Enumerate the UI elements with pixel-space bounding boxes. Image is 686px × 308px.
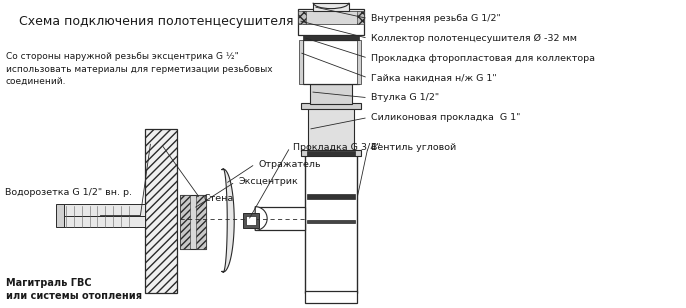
Bar xyxy=(298,10,306,24)
Bar xyxy=(303,35,359,40)
Text: Внутренняя резьба G 1/2": Внутренняя резьба G 1/2" xyxy=(371,14,501,23)
Text: Стена: Стена xyxy=(203,194,233,203)
Bar xyxy=(305,154,357,293)
Bar xyxy=(180,195,206,249)
Bar xyxy=(60,204,145,216)
Bar xyxy=(303,40,359,84)
Bar xyxy=(180,195,190,249)
Text: Эксцентрик: Эксцентрик xyxy=(238,177,298,186)
Text: Водорозетка G 1/2" вн. р.: Водорозетка G 1/2" вн. р. xyxy=(5,188,132,197)
Bar xyxy=(303,10,359,24)
Bar xyxy=(298,9,364,35)
Bar xyxy=(301,103,361,109)
Bar xyxy=(307,194,355,199)
Text: Прокладка G 3/4": Прокладка G 3/4" xyxy=(293,143,381,152)
Bar xyxy=(357,10,364,24)
Text: Вентиль угловой: Вентиль угловой xyxy=(371,143,456,152)
Bar xyxy=(196,195,206,249)
Polygon shape xyxy=(222,169,234,272)
Text: Втулка G 1/2": Втулка G 1/2" xyxy=(371,93,439,102)
Text: Гайка накидная н/ж G 1": Гайка накидная н/ж G 1" xyxy=(371,73,497,83)
Bar xyxy=(307,220,355,224)
Text: Со стороны наружной резьбы эксцентрика G ½"
использовать материалы для герметиза: Со стороны наружной резьбы эксцентрика G… xyxy=(5,52,272,86)
Bar xyxy=(307,151,355,156)
Wedge shape xyxy=(255,207,267,230)
Text: Отражатель: Отражатель xyxy=(258,160,321,168)
Bar xyxy=(246,216,256,225)
Bar xyxy=(310,84,352,104)
Bar xyxy=(145,129,178,293)
Text: Силиконовая прокладка  G 1": Силиконовая прокладка G 1" xyxy=(371,113,520,122)
Text: Магитраль ГВС
или системы отопления: Магитраль ГВС или системы отопления xyxy=(5,278,142,301)
Text: Коллектор полотенцесушителя Ø -32 мм: Коллектор полотенцесушителя Ø -32 мм xyxy=(371,34,577,43)
Bar xyxy=(301,150,361,156)
Text: Схема подключения полотенцесушителя: Схема подключения полотенцесушителя xyxy=(19,14,293,27)
Text: Прокладка фторопластовая для коллектора: Прокладка фторопластовая для коллектора xyxy=(371,54,595,63)
Bar xyxy=(357,40,361,84)
Bar xyxy=(244,213,259,229)
Bar xyxy=(299,40,303,84)
Bar xyxy=(313,3,349,10)
Bar xyxy=(305,291,357,303)
Bar xyxy=(308,105,354,154)
Bar xyxy=(56,204,64,227)
Bar xyxy=(60,216,145,227)
Bar xyxy=(255,207,305,230)
